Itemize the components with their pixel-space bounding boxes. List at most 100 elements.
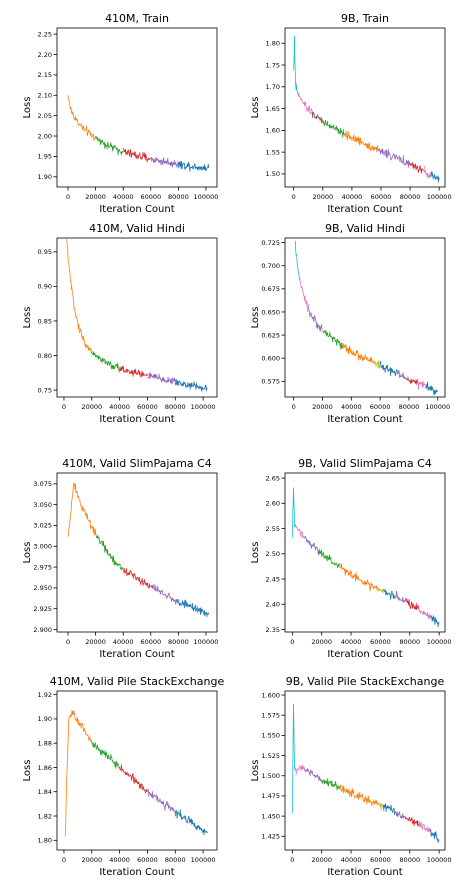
y-tick-label: 2.900 xyxy=(33,626,52,634)
y-tick-label: 1.65 xyxy=(266,105,280,113)
series-line xyxy=(91,351,120,373)
series-line xyxy=(430,170,440,183)
chart-title: 410M, Valid Hindi xyxy=(89,222,185,235)
series-line xyxy=(67,95,96,141)
x-tick-label: 0 xyxy=(290,638,294,646)
x-tick-label: 0 xyxy=(292,403,296,411)
plot-area xyxy=(67,95,210,172)
y-tick-label: 0.650 xyxy=(261,308,280,316)
y-tick-label: 0.575 xyxy=(261,378,280,386)
series-line xyxy=(95,533,124,571)
chart-title: 410M, Train xyxy=(105,12,169,25)
y-tick-label: 3.025 xyxy=(33,522,52,530)
y-tick-label: 1.84 xyxy=(38,788,52,796)
y-tick-label: 2.35 xyxy=(266,626,280,634)
x-tick-label: 40000 xyxy=(113,638,134,646)
x-tick-label: 100000 xyxy=(194,638,219,646)
x-tick-label: 40000 xyxy=(341,638,362,646)
series-line xyxy=(303,766,323,783)
x-tick-label: 100000 xyxy=(191,856,216,864)
y-tick-label: 1.92 xyxy=(38,691,52,699)
series-line xyxy=(342,342,375,364)
x-axis-label: Iteration Count xyxy=(327,204,402,215)
axes-frame xyxy=(56,472,218,633)
series-line xyxy=(406,816,419,827)
series-line xyxy=(294,240,300,280)
series-line xyxy=(119,365,148,378)
plot-area xyxy=(66,238,208,392)
series-line xyxy=(377,586,384,594)
y-tick-label: 1.80 xyxy=(266,40,280,48)
x-tick-label: 20000 xyxy=(85,193,106,201)
axes-frame xyxy=(56,27,218,188)
x-axis-label: Iteration Count xyxy=(99,204,174,215)
series-line xyxy=(64,710,93,837)
axes-frame xyxy=(284,27,446,188)
x-tick-label: 40000 xyxy=(341,403,362,411)
y-tick-label: 0.85 xyxy=(38,317,52,325)
series-line xyxy=(178,160,210,172)
y-tick-label: 2.50 xyxy=(266,550,280,558)
series-line xyxy=(66,238,93,353)
x-tick-label: 60000 xyxy=(137,403,158,411)
series-line xyxy=(122,148,151,163)
x-tick-label: 60000 xyxy=(370,403,391,411)
axes-frame xyxy=(284,237,446,398)
x-tick-label: 80000 xyxy=(400,193,421,201)
y-tick-label: 1.95 xyxy=(38,153,52,161)
series-line xyxy=(344,130,379,153)
x-tick-label: 80000 xyxy=(168,638,189,646)
x-tick-label: 100000 xyxy=(427,193,452,201)
x-tick-label: 80000 xyxy=(399,638,420,646)
series-line xyxy=(338,784,378,806)
series-line xyxy=(304,535,320,556)
series-line xyxy=(298,92,312,115)
series-line xyxy=(122,567,151,589)
plot-area xyxy=(67,482,210,618)
y-tick-label: 1.80 xyxy=(38,837,52,845)
plot-area xyxy=(293,35,440,183)
series-line xyxy=(174,379,208,392)
y-axis-label: Loss xyxy=(250,542,261,564)
series-line xyxy=(178,599,210,618)
y-tick-label: 2.20 xyxy=(38,51,52,59)
x-tick-label: 20000 xyxy=(85,638,106,646)
series-line xyxy=(307,304,323,332)
x-tick-label: 60000 xyxy=(137,856,158,864)
series-line xyxy=(318,548,340,569)
x-tick-label: 100000 xyxy=(425,403,450,411)
x-tick-label: 80000 xyxy=(399,856,420,864)
series-line xyxy=(377,148,411,168)
x-tick-label: 20000 xyxy=(81,856,102,864)
x-tick-label: 40000 xyxy=(113,193,134,201)
y-tick-label: 1.90 xyxy=(38,173,52,181)
y-tick-label: 1.55 xyxy=(266,148,280,156)
chart-title: 9B, Valid SlimPajama C4 xyxy=(298,457,432,470)
x-axis-label: Iteration Count xyxy=(99,867,174,878)
y-axis-label: Loss xyxy=(250,307,261,329)
y-tick-label: 0.90 xyxy=(38,283,52,291)
x-tick-label: 0 xyxy=(62,403,66,411)
x-tick-label: 80000 xyxy=(168,193,189,201)
x-tick-label: 80000 xyxy=(399,403,420,411)
series-line xyxy=(429,615,440,628)
x-tick-label: 100000 xyxy=(194,193,219,201)
series-line xyxy=(95,136,124,156)
chart-title: 410M, Valid Pile StackExchange xyxy=(50,675,225,688)
axes-frame xyxy=(284,690,446,851)
x-tick-label: 80000 xyxy=(165,403,186,411)
series-line xyxy=(293,35,300,97)
y-tick-label: 2.45 xyxy=(266,575,280,583)
series-line xyxy=(147,372,176,385)
y-tick-label: 0.675 xyxy=(261,285,280,293)
y-tick-label: 1.425 xyxy=(261,833,280,841)
y-tick-label: 1.60 xyxy=(266,127,280,135)
series-line xyxy=(418,820,431,833)
series-line xyxy=(67,482,96,537)
axes-frame xyxy=(56,690,218,851)
y-tick-label: 2.15 xyxy=(38,71,52,79)
x-tick-label: 40000 xyxy=(109,403,130,411)
y-tick-label: 1.50 xyxy=(266,170,280,178)
x-tick-label: 20000 xyxy=(312,193,333,201)
x-tick-label: 100000 xyxy=(427,638,452,646)
